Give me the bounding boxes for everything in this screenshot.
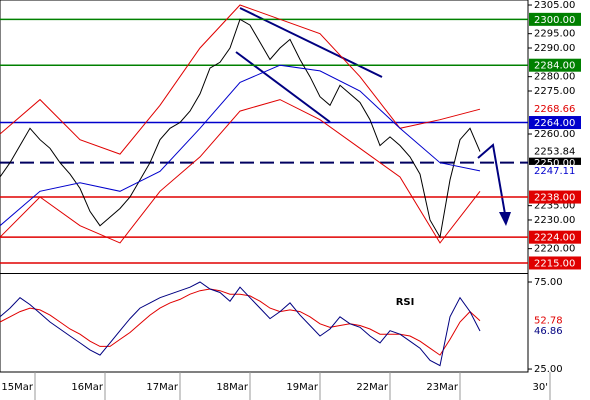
y-tick-label: 25.00	[534, 364, 563, 375]
y-tick-label: 2260.00	[534, 129, 575, 140]
value-label: 52.78	[534, 316, 563, 327]
forecast-arrow	[477, 143, 506, 215]
y-tick-label: 2305.00	[534, 0, 575, 11]
series-line	[0, 18, 481, 239]
y-tick-label: 2295.00	[534, 29, 575, 40]
value-label: 2268.66	[534, 104, 575, 115]
arrow-head	[499, 212, 511, 226]
plot-frame	[0, 0, 529, 373]
level-label: 2300.00	[534, 15, 575, 26]
x-tick-label: 22Mar	[356, 382, 388, 393]
value-label: 46.86	[534, 326, 563, 337]
x-tick-label: 16Mar	[71, 382, 103, 393]
value-label-bg	[529, 164, 581, 177]
x-tick-label: 17Mar	[146, 382, 178, 393]
x-tick-label: 30'	[533, 382, 548, 393]
y-tick-label: 2230.00	[534, 215, 575, 226]
level-label-bg	[529, 230, 581, 244]
level-label-bg	[529, 12, 581, 26]
value-label: 2247.11	[534, 166, 575, 177]
series-line	[0, 64, 481, 227]
level-label-bg	[529, 116, 581, 130]
value-label-bg	[529, 145, 581, 158]
y-tick-label: 2235.00	[534, 201, 575, 212]
y-tick-label: 2275.00	[534, 86, 575, 97]
x-tick-label: 19Mar	[286, 382, 318, 393]
y-tick-label: 75.00	[534, 277, 563, 288]
level-label: 2284.00	[534, 61, 575, 72]
x-tick-label: 23Mar	[426, 382, 458, 393]
level-label: 2250.00	[534, 158, 575, 169]
y-tick-label: 2220.00	[534, 244, 575, 255]
value-label: 2253.84	[534, 147, 575, 158]
series-line	[0, 99, 481, 244]
trend-line	[235, 51, 331, 123]
level-label: 2264.00	[534, 118, 575, 129]
level-label-bg	[529, 256, 581, 270]
level-label: 2238.00	[534, 193, 575, 204]
y-tick-label: 2280.00	[534, 72, 575, 83]
value-label-bg	[529, 324, 581, 337]
value-label-bg	[529, 314, 581, 327]
level-label-bg	[529, 190, 581, 204]
y-tick-label: 2290.00	[534, 43, 575, 54]
series-line	[0, 281, 481, 367]
level-label: 2224.00	[534, 233, 575, 244]
panel-title: RSI	[396, 297, 415, 308]
x-tick-label: 18Mar	[216, 382, 248, 393]
x-tick-label: 15Mar	[1, 382, 33, 393]
level-label-bg	[529, 58, 581, 72]
level-label: 2215.00	[534, 258, 575, 269]
value-label-bg	[529, 103, 581, 116]
